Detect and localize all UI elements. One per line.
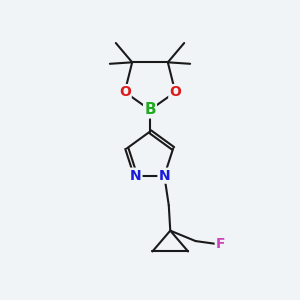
Text: F: F <box>216 237 225 251</box>
Text: N: N <box>130 169 142 183</box>
Text: O: O <box>119 85 131 99</box>
Text: N: N <box>158 169 170 183</box>
Text: O: O <box>169 85 181 99</box>
Text: B: B <box>144 102 156 117</box>
